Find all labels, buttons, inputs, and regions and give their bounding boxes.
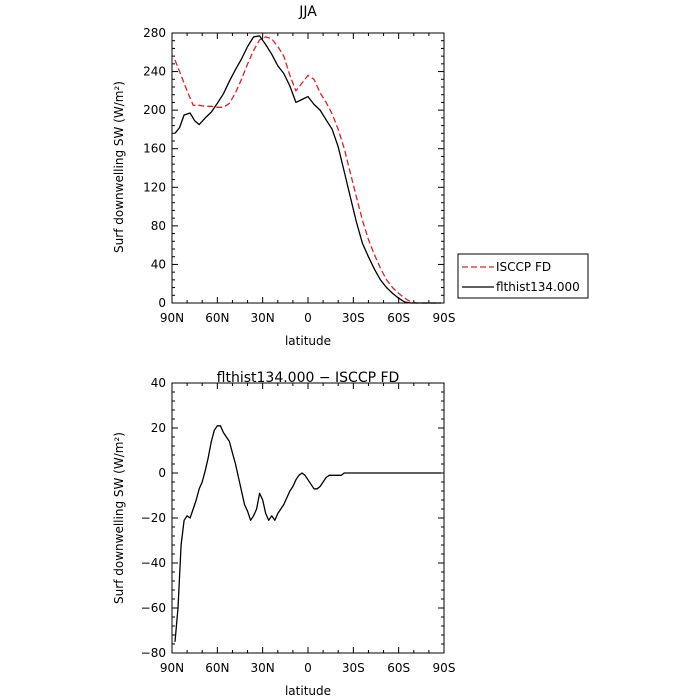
top-y-tick-label: 240 <box>143 65 166 79</box>
bottom-y-tick-label: 20 <box>151 421 166 435</box>
bottom-y-tick-label: 40 <box>151 376 166 390</box>
bottom-chart-title: flthist134.000 − ISCCP FD <box>217 370 400 386</box>
top-xlabel: latitude <box>285 334 331 348</box>
top-series-group <box>174 35 441 304</box>
bottom-y-tick-label: −20 <box>141 511 166 525</box>
bottom-panel: flthist134.000 − ISCCP FD 90N 60N 30N 0 30S 6… <box>112 370 455 698</box>
top-y-tick-label: 160 <box>143 142 166 156</box>
top-y-tick-label: 40 <box>151 257 166 271</box>
bottom-x-tick-label: 30N <box>251 661 275 675</box>
top-axes: 90N 60N 30N 0 30S 60S 90S 0 40 80 120 160 200 240 280 <box>143 26 455 325</box>
top-x-tick-label: 60N <box>205 311 229 325</box>
bottom-x-tick-label: 90S <box>433 661 456 675</box>
bottom-xlabel: latitude <box>285 684 331 698</box>
bottom-y-tick-label: 0 <box>158 466 166 480</box>
bottom-x-tick-label: 90N <box>160 661 184 675</box>
bottom-y-tick-label: −40 <box>141 556 166 570</box>
bottom-axes: 90N 60N 30N 0 30S 60S 90S −80 −60 −40 −20 0 20 40 <box>141 376 456 675</box>
top-series-line-isccp-fd <box>174 36 441 304</box>
bottom-x-tick-label: 30S <box>342 661 365 675</box>
bottom-series-line-0 <box>174 425 441 642</box>
bottom-y-tick-label: −80 <box>141 646 166 660</box>
top-chart-title: JJA <box>298 4 317 20</box>
legend-box <box>457 253 589 299</box>
top-plot-frame <box>171 32 445 304</box>
top-y-tick-label: 0 <box>158 296 166 310</box>
top-series-line-flthist134-000 <box>174 35 441 304</box>
legend: ISCCP FD flthist134.000 <box>457 253 589 299</box>
bottom-x-tick-label: 0 <box>304 661 312 675</box>
top-panel: JJA 90N 60N 30N 0 30S 60S 90S 0 40 80 120 160 200 240… <box>112 4 589 348</box>
bottom-series-group <box>174 425 441 642</box>
bottom-ylabel: Surf downwelling SW (W/m²) <box>112 432 126 604</box>
bottom-x-tick-label: 60S <box>387 661 410 675</box>
top-y-tick-label: 120 <box>143 180 166 194</box>
top-x-tick-label: 60S <box>387 311 410 325</box>
top-x-tick-label: 30S <box>342 311 365 325</box>
top-x-tick-label: 90N <box>160 311 184 325</box>
top-x-tick-label: 0 <box>304 311 312 325</box>
top-y-tick-label: 80 <box>151 219 166 233</box>
bottom-plot-frame <box>171 382 445 654</box>
bottom-x-tick-label: 60N <box>205 661 229 675</box>
top-y-tick-label: 200 <box>143 103 166 117</box>
top-x-tick-label: 90S <box>433 311 456 325</box>
top-y-tick-label: 280 <box>143 26 166 40</box>
legend-label-isccp: ISCCP FD <box>496 260 551 274</box>
top-ylabel: Surf downwelling SW (W/m²) <box>112 81 126 253</box>
top-x-tick-label: 30N <box>251 311 275 325</box>
bottom-y-tick-label: −60 <box>141 601 166 615</box>
legend-label-model: flthist134.000 <box>496 280 580 294</box>
